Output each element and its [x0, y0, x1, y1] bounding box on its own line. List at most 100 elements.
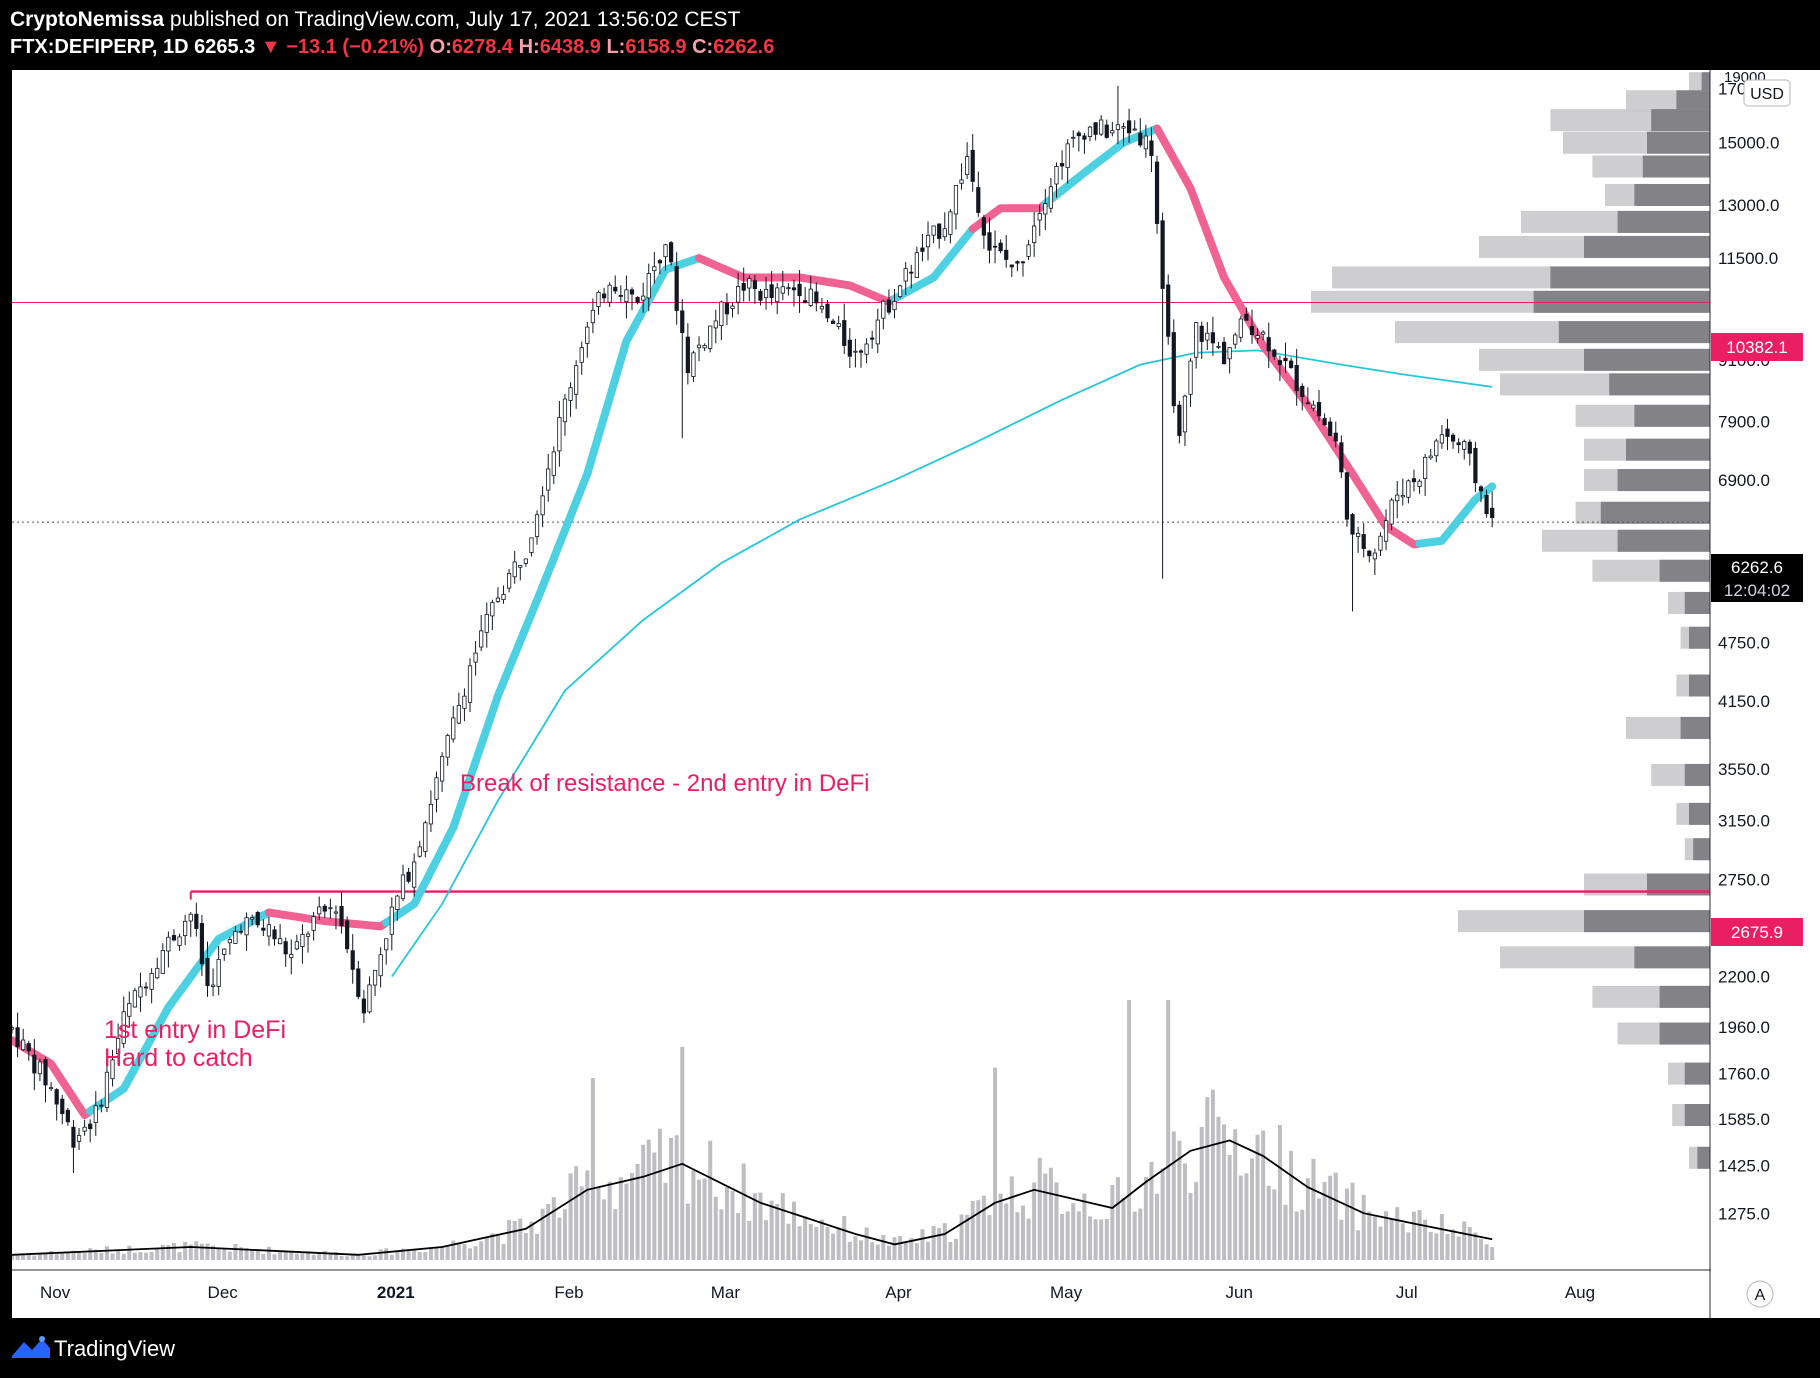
volume-bar-127 — [719, 1209, 724, 1260]
volume-bar-209 — [1177, 1140, 1182, 1260]
volume-bar-130 — [736, 1212, 741, 1260]
volume-bar-212 — [1194, 1182, 1199, 1260]
candle-body-159 — [897, 285, 903, 297]
candle-body-142 — [803, 300, 808, 304]
candle-body-246 — [1383, 520, 1389, 542]
author-name[interactable]: CryptoNemissa — [10, 8, 165, 31]
published-text: published on TradingView.com, July 17, 2… — [169, 8, 741, 31]
low-label: L: — [606, 36, 626, 58]
candle-body-28 — [166, 936, 171, 952]
volume-bar-45 — [261, 1253, 266, 1260]
candle-body-221 — [1244, 313, 1249, 321]
volume-bar-7 — [49, 1251, 54, 1260]
price-chart[interactable]: Break of resistance - 2nd entry in DeFi … — [12, 70, 1820, 1318]
candle-body-42 — [244, 917, 249, 936]
profile-bar-dark-26 — [1647, 873, 1710, 896]
volume-bar-162 — [914, 1243, 919, 1260]
candle-body-244 — [1372, 552, 1377, 560]
volume-bar-136 — [769, 1200, 774, 1260]
candle-body-146 — [825, 303, 830, 319]
volume-bar-244 — [1372, 1216, 1377, 1260]
volume-bar-54 — [311, 1254, 316, 1260]
candle-body-143 — [808, 288, 813, 306]
time-label-5: Apr — [885, 1283, 912, 1302]
volume-bar-117 — [663, 1182, 668, 1260]
candle-body-216 — [1216, 345, 1221, 348]
candle-body-138 — [780, 286, 785, 294]
time-label-3: Feb — [554, 1283, 583, 1302]
volume-bar-242 — [1361, 1194, 1366, 1260]
volume-bar-235 — [1322, 1181, 1327, 1260]
volume-bar-192 — [1082, 1193, 1087, 1260]
volume-bar-22 — [132, 1252, 137, 1260]
candle-body-248 — [1395, 494, 1400, 502]
volume-bar-204 — [1149, 1161, 1154, 1260]
horizontal-levels[interactable] — [12, 302, 1710, 900]
candle-body-240 — [1350, 514, 1355, 535]
volume-bar-62 — [356, 1254, 361, 1260]
candle-body-245 — [1378, 535, 1383, 551]
candle-body-174 — [981, 217, 986, 236]
candle-body-237 — [1333, 432, 1338, 442]
volume-bar-206 — [1160, 1168, 1165, 1260]
profile-bar-dark-1 — [1676, 90, 1710, 113]
volume-bar-205 — [1155, 1193, 1160, 1260]
time-axis[interactable]: Nov Dec 2021 Feb Mar Apr May Jun Jul Aug — [40, 1283, 1595, 1302]
volume-bar-96 — [546, 1203, 551, 1260]
volume-bar-77 — [440, 1247, 445, 1260]
currency-badge[interactable] — [1743, 79, 1791, 107]
auto-scale-button[interactable] — [1746, 1280, 1774, 1308]
volume-bar-94 — [535, 1233, 540, 1260]
volume-bar-15 — [93, 1249, 98, 1260]
change-arrow-icon: ▼ — [260, 36, 281, 58]
candle-body-255 — [1434, 440, 1439, 457]
candle-body-133 — [752, 280, 757, 289]
volume-bar-86 — [490, 1233, 495, 1260]
profile-bar-dark-7 — [1584, 235, 1710, 258]
candle-body-208 — [1171, 332, 1176, 407]
profile-bar-dark-18 — [1659, 559, 1710, 582]
price-axis[interactable]: 17000.015000.013000.011500.09100.07900.0… — [1711, 70, 1820, 1318]
volume-profile — [1311, 72, 1710, 1169]
volume-bar-231 — [1300, 1209, 1305, 1260]
volume-bar-42 — [244, 1248, 249, 1260]
volume-bar-245 — [1378, 1226, 1383, 1260]
candle-body-233 — [1311, 404, 1316, 409]
price-axis-bg — [1711, 70, 1820, 1318]
volume-bar-68 — [389, 1254, 394, 1260]
tradingview-logo-icon[interactable] — [10, 1336, 52, 1360]
breakout-annotation[interactable]: Break of resistance - 2nd entry in DeFi — [460, 770, 870, 797]
candle-body-262 — [1473, 448, 1478, 484]
candle-body-192 — [1082, 135, 1087, 140]
time-label-6: May — [1050, 1283, 1083, 1302]
volume-bar-119 — [674, 1135, 679, 1260]
volume-bar-8 — [54, 1254, 59, 1260]
candle-body-139 — [786, 287, 791, 290]
tradingview-brand[interactable]: TradingView — [54, 1336, 176, 1361]
volume-bar-151 — [853, 1236, 858, 1260]
candle-body-117 — [663, 244, 668, 258]
volume-bar-147 — [831, 1233, 836, 1260]
candle-body-241 — [1356, 532, 1361, 537]
candle-body-220 — [1238, 318, 1243, 338]
price-tick-18: 1960.0 — [1718, 1018, 1770, 1037]
volume-bar-186 — [1048, 1167, 1053, 1260]
candle-body-121 — [685, 336, 690, 374]
candle-body-231 — [1300, 385, 1305, 398]
volume-bar-228 — [1283, 1204, 1288, 1260]
candle-body-224 — [1261, 331, 1266, 335]
volume-bar-123 — [697, 1179, 702, 1260]
volume-bar-203 — [1143, 1177, 1148, 1260]
candle-body-164 — [925, 234, 931, 248]
candle-body-156 — [881, 300, 886, 319]
annotations[interactable]: Break of resistance - 2nd entry in DeFi … — [104, 770, 870, 1072]
symbol-label[interactable]: FTX:DEFIPERP, 1D — [10, 36, 189, 58]
volume-bar-141 — [797, 1226, 802, 1260]
price-tick-13: 3150.0 — [1718, 812, 1770, 831]
first-entry-annotation-line2[interactable]: Hard to catch — [104, 1044, 253, 1072]
candle-body-215 — [1210, 332, 1215, 344]
volume-bar-40 — [233, 1244, 238, 1260]
volume-bar-237 — [1333, 1172, 1338, 1260]
volume-bar-152 — [859, 1240, 863, 1260]
first-entry-annotation-line1[interactable]: 1st entry in DeFi — [104, 1016, 286, 1044]
